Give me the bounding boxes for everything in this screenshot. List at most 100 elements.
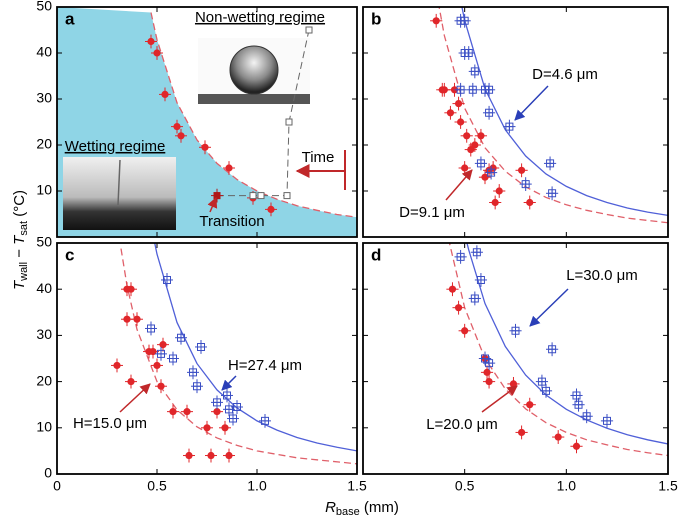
point — [448, 285, 457, 293]
point — [257, 192, 265, 200]
x-tick-label: 1.5 — [347, 478, 367, 494]
point — [603, 416, 611, 425]
droplet — [229, 45, 279, 95]
point — [471, 141, 479, 149]
point — [521, 180, 530, 189]
y-tick-label: 50 — [36, 0, 52, 14]
point — [537, 377, 546, 386]
point — [456, 252, 465, 261]
point — [249, 192, 257, 200]
point — [153, 49, 161, 57]
annotation: H=15.0 μm — [73, 415, 147, 432]
annotation: D=4.6 μm — [532, 66, 598, 83]
x-tick-label: 0.5 — [147, 478, 167, 494]
point — [213, 408, 221, 416]
y-tick-label: 0 — [44, 465, 52, 481]
point — [207, 451, 215, 460]
point — [159, 341, 167, 349]
point — [454, 304, 463, 312]
x-tick-label: 0.5 — [455, 478, 475, 494]
annotation: Wetting regime — [65, 138, 166, 155]
curve — [154, 243, 357, 452]
point — [177, 132, 185, 140]
plot-area — [430, 7, 668, 224]
point — [485, 378, 493, 386]
point — [554, 433, 562, 441]
x-tick-label: 1.0 — [247, 478, 267, 494]
panel-frame — [362, 242, 669, 475]
point — [582, 412, 591, 421]
panel-label: a — [65, 9, 75, 28]
panel-frame — [56, 6, 358, 238]
annotation-arrow — [445, 169, 473, 201]
y-axis-label: Twall − Tsat (°C) — [11, 190, 30, 290]
y-axis-label-part: sat — [18, 221, 30, 236]
annotation: Time — [302, 149, 335, 166]
point — [472, 248, 481, 257]
point — [203, 424, 211, 432]
point — [123, 315, 131, 323]
curve — [448, 243, 668, 457]
point — [481, 354, 489, 363]
point — [526, 198, 534, 207]
point — [149, 347, 157, 356]
point — [183, 408, 191, 416]
point — [161, 90, 169, 98]
plot-area — [57, 7, 357, 237]
annotation-arrow — [119, 383, 151, 413]
y-tick-label: 20 — [36, 372, 52, 388]
curve — [438, 7, 668, 224]
point — [491, 198, 499, 207]
point — [193, 382, 201, 391]
y-tick-label: 30 — [36, 90, 52, 106]
annotation: Transition — [199, 213, 264, 230]
curve — [461, 7, 668, 217]
x-axis-label-part: base — [336, 506, 360, 518]
annotation-arrow — [207, 197, 218, 213]
annotation: L=30.0 μm — [566, 267, 638, 284]
point — [173, 123, 181, 131]
x-tick-label: 0 — [53, 478, 61, 494]
point — [457, 118, 465, 126]
annotation-arrow — [529, 288, 569, 327]
curve — [150, 12, 357, 218]
panel-frame — [56, 242, 358, 475]
y-axis-label-part: T — [11, 279, 28, 290]
point — [454, 100, 463, 108]
point — [446, 109, 455, 117]
point — [476, 159, 485, 168]
point — [127, 285, 135, 293]
point — [518, 166, 526, 174]
point — [456, 85, 465, 94]
point — [157, 349, 165, 358]
point — [477, 132, 485, 140]
annotation: L=20.0 μm — [426, 416, 498, 433]
point — [440, 86, 448, 94]
point — [483, 368, 491, 376]
y-axis-label-part: wall — [18, 262, 30, 282]
point — [157, 382, 165, 390]
x-tick-label: 1.5 — [658, 478, 678, 494]
point — [432, 17, 440, 25]
point — [481, 173, 489, 181]
point — [470, 294, 479, 303]
point — [572, 442, 581, 450]
point — [485, 359, 494, 368]
point — [225, 451, 233, 460]
point — [485, 85, 494, 94]
x-axis-label-part: R — [325, 499, 336, 516]
point — [463, 132, 471, 140]
point — [470, 67, 479, 76]
point — [169, 408, 177, 416]
y-tick-label: 30 — [36, 326, 52, 342]
point — [221, 424, 229, 432]
point — [546, 159, 555, 168]
y-axis-label-part: T — [11, 234, 28, 245]
annotation-arrow — [514, 85, 549, 121]
point — [548, 345, 557, 354]
point — [147, 37, 155, 46]
annotation: H=27.4 μm — [228, 357, 302, 374]
point — [223, 391, 231, 400]
point — [133, 315, 141, 323]
